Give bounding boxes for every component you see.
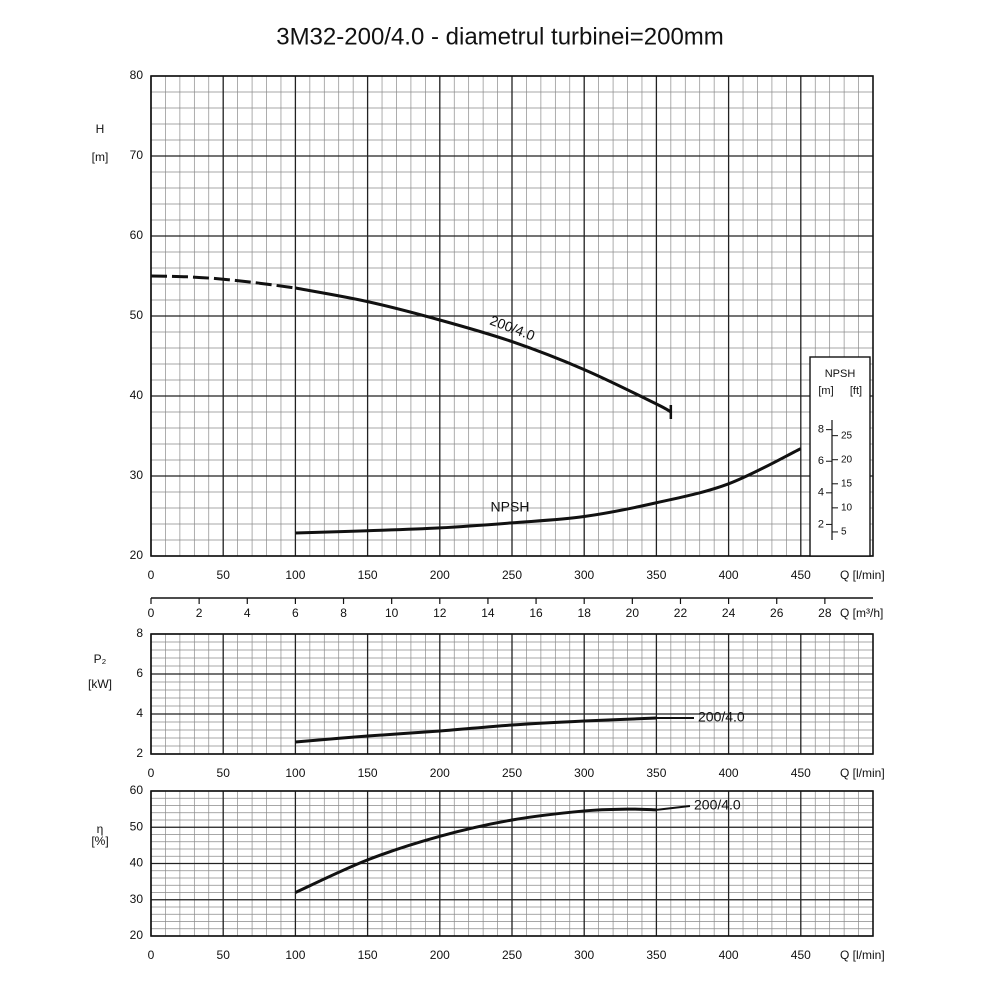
plot-frame [150,633,874,755]
x2-tick-label: 0 [148,606,155,620]
x2-tick-label: 22 [674,606,688,620]
y2-axis-unit: [m] [818,385,833,397]
x-tick-label: 200 [430,568,450,582]
x-tick-label: 400 [719,766,739,780]
npsh-box [809,356,871,557]
y-axis-unit: [%] [91,834,108,848]
x2-tick-label: 14 [481,606,495,620]
x-tick-label: 300 [574,948,594,962]
x-tick-label: 100 [285,766,305,780]
x-tick-label: 300 [574,766,594,780]
x2-tick-label: 2 [196,606,203,620]
y-tick-label: 30 [130,468,144,482]
y-tick-label: 6 [136,666,143,680]
y3-tick-label: 10 [841,503,853,514]
y-tick-label: 40 [130,388,144,402]
y-axis-label: P₂ [94,652,107,666]
y-tick-label: 70 [130,148,144,162]
x2-tick-label: 8 [340,606,347,620]
y-tick-label: 2 [136,746,143,760]
y-tick-label: 30 [130,892,144,906]
plot-frame [150,790,874,937]
x-tick-label: 50 [217,948,231,962]
x-tick-label: 350 [646,948,666,962]
x2-tick-label: 26 [770,606,784,620]
series-line [295,286,672,414]
y-axis-unit: [m] [92,150,109,164]
y2-axis-label: NPSH [825,368,856,380]
x2-tick-label: 20 [626,606,640,620]
x-tick-label: 100 [285,568,305,582]
x-tick-label: 50 [217,766,231,780]
y3-tick-label: 5 [841,527,847,538]
label-leader [656,805,691,811]
x-axis-label: Q [l/min] [840,568,885,582]
x-axis-label: Q [l/min] [840,766,885,780]
y2-tick-label: 6 [818,455,824,467]
x-tick-label: 400 [719,568,739,582]
x-tick-label: 0 [148,568,155,582]
x-tick-label: 300 [574,568,594,582]
x2-tick-label: 28 [818,606,832,620]
y3-tick-label: 20 [841,454,853,465]
y-tick-label: 50 [130,819,144,833]
plot-frame [150,75,874,557]
series-line [150,274,296,290]
x-tick-label: 200 [430,766,450,780]
x-tick-label: 100 [285,948,305,962]
y-axis-unit: [kW] [88,677,112,691]
y-tick-label: 20 [130,548,144,562]
x2-tick-label: 24 [722,606,736,620]
y-tick-label: 20 [130,928,144,942]
x-tick-label: 250 [502,948,522,962]
x-tick-label: 200 [430,948,450,962]
y-tick-label: 40 [130,856,144,870]
series-line [295,716,657,744]
x-tick-label: 0 [148,948,155,962]
x-tick-label: 350 [646,568,666,582]
x2-tick-label: 16 [529,606,543,620]
x-tick-label: 250 [502,568,522,582]
x-tick-label: 400 [719,948,739,962]
x2-tick-label: 4 [244,606,251,620]
x-tick-label: 450 [791,766,811,780]
y-tick-label: 60 [130,228,144,242]
x2-axis-label: Q [m³/h] [840,606,883,620]
x-tick-label: 250 [502,766,522,780]
series-line [294,807,657,894]
x-tick-label: 150 [358,948,378,962]
y-axis-label: η [97,822,104,836]
x-tick-label: 150 [358,568,378,582]
x2-tick-label: 10 [385,606,399,620]
y-tick-label: 60 [130,783,144,797]
y-tick-label: 50 [130,308,144,322]
series-label: NPSH [491,499,530,515]
x-tick-label: 450 [791,948,811,962]
y2-tick-label: 8 [818,424,824,436]
series-label: 200/4.0 [694,797,741,813]
y-tick-label: 8 [136,626,143,640]
x-tick-label: 450 [791,568,811,582]
x2-tick-label: 18 [578,606,592,620]
x-tick-label: 50 [217,568,231,582]
y2-tick-label: 2 [818,518,824,530]
series-line [295,447,802,535]
x-tick-label: 150 [358,766,378,780]
y3-tick-label: 15 [841,478,853,489]
x2-tick-label: 12 [433,606,447,620]
x2-tick-label: 6 [292,606,299,620]
y3-tick-label: 25 [841,430,853,441]
y-tick-label: 4 [136,706,143,720]
y2-tick-label: 4 [818,487,824,499]
x-tick-label: 0 [148,766,155,780]
series-label: 200/4.0 [698,709,745,725]
x-tick-label: 350 [646,766,666,780]
chart-title: 3M32-200/4.0 - diametrul turbinei=200mm [276,23,724,50]
y3-axis-unit: [ft] [850,385,862,397]
x-axis-label: Q [l/min] [840,948,885,962]
y-axis-label: H [96,122,105,136]
y-tick-label: 80 [130,68,144,82]
